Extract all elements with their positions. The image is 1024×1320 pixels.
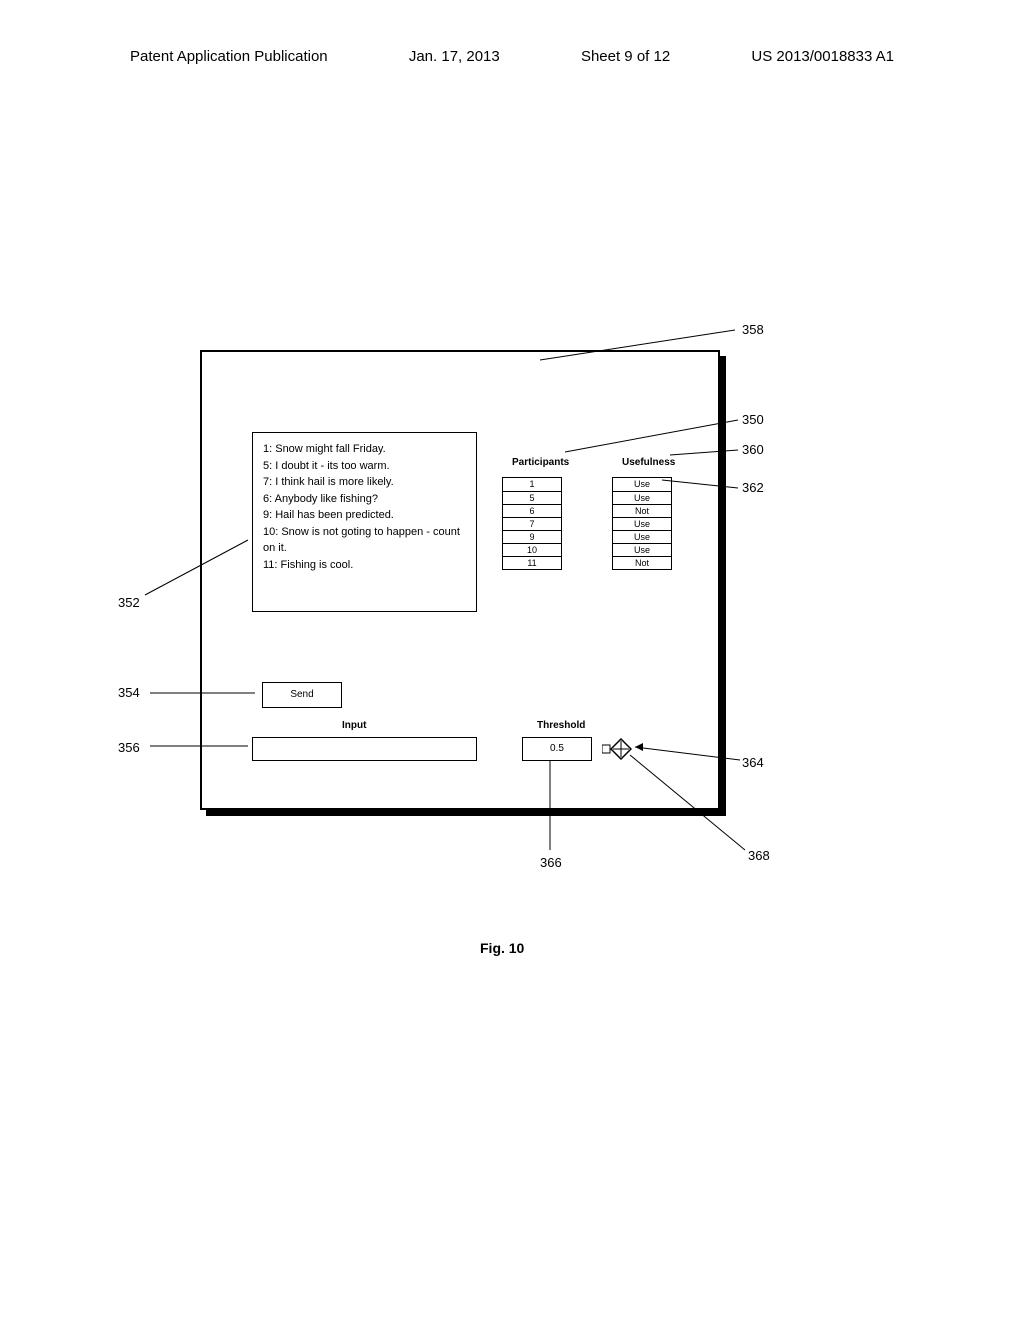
table-row: 5 xyxy=(503,491,561,504)
table-row: 9 xyxy=(503,530,561,543)
callout-354: 354 xyxy=(118,685,140,700)
usefulness-header: Usefulness xyxy=(622,457,675,468)
callout-358: 358 xyxy=(742,322,764,337)
threshold-label: Threshold xyxy=(537,720,585,731)
spinner-icon xyxy=(602,738,632,760)
chat-line: 10: Snow is not goting to happen - count… xyxy=(263,524,466,557)
table-row: 1 xyxy=(503,478,561,491)
callout-368: 368 xyxy=(748,848,770,863)
threshold-input[interactable]: 0.5 xyxy=(522,737,592,761)
callout-350: 350 xyxy=(742,412,764,427)
table-row: 10 xyxy=(503,543,561,556)
table-row: Use xyxy=(613,543,671,556)
table-row: 11 xyxy=(503,556,561,569)
chat-line: 1: Snow might fall Friday. xyxy=(263,441,466,458)
send-button[interactable]: Send xyxy=(262,682,342,708)
application-number: US 2013/0018833 A1 xyxy=(751,48,894,65)
chat-line: 9: Hail has been predicted. xyxy=(263,507,466,524)
input-label: Input xyxy=(342,720,366,731)
table-row: Not xyxy=(613,504,671,517)
figure-area: 1: Snow might fall Friday. 5: I doubt it… xyxy=(200,350,830,910)
publication-date: Jan. 17, 2013 xyxy=(409,48,500,65)
sheet-number: Sheet 9 of 12 xyxy=(581,48,670,65)
chat-box: 1: Snow might fall Friday. 5: I doubt it… xyxy=(252,432,477,612)
chat-line: 6: Anybody like fishing? xyxy=(263,491,466,508)
callout-364: 364 xyxy=(742,755,764,770)
participants-header: Participants xyxy=(512,457,569,468)
callout-356: 356 xyxy=(118,740,140,755)
callout-362: 362 xyxy=(742,480,764,495)
participants-table: 1 5 6 7 9 10 11 xyxy=(502,477,562,570)
chat-line: 7: I think hail is more likely. xyxy=(263,474,466,491)
publication-type: Patent Application Publication xyxy=(130,48,328,65)
table-row: 7 xyxy=(503,517,561,530)
usefulness-table: Use Use Not Use Use Use Not xyxy=(612,477,672,570)
callout-360: 360 xyxy=(742,442,764,457)
figure-caption: Fig. 10 xyxy=(480,940,524,956)
table-row: Use xyxy=(613,478,671,491)
threshold-spinner[interactable] xyxy=(602,738,632,760)
chat-line: 11: Fishing is cool. xyxy=(263,557,466,574)
table-row: Use xyxy=(613,491,671,504)
text-input[interactable] xyxy=(252,737,477,761)
table-row: 6 xyxy=(503,504,561,517)
table-row: Use xyxy=(613,530,671,543)
callout-352: 352 xyxy=(118,595,140,610)
page-header: Patent Application Publication Jan. 17, … xyxy=(0,48,1024,65)
callout-366: 366 xyxy=(540,855,562,870)
table-row: Not xyxy=(613,556,671,569)
main-panel: 1: Snow might fall Friday. 5: I doubt it… xyxy=(200,350,720,810)
chat-line: 5: I doubt it - its too warm. xyxy=(263,458,466,475)
table-row: Use xyxy=(613,517,671,530)
